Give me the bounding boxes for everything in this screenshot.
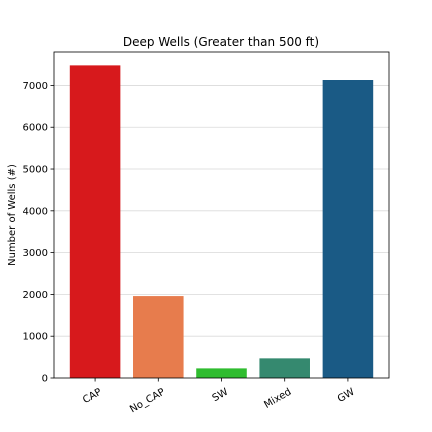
bar-gw [322, 80, 374, 378]
bar-sw [196, 368, 247, 378]
x-tick-label: CAP [81, 387, 104, 406]
x-tick-label: Mixed [262, 387, 293, 411]
y-tick-label: 7000 [23, 81, 48, 92]
bar-cap [69, 65, 121, 378]
y-tick-label: 0 [42, 374, 48, 385]
y-tick-label: 5000 [23, 165, 48, 176]
bars [69, 65, 374, 378]
chart-title: Deep Wells (Greater than 500 ft) [123, 35, 319, 49]
y-tick-label: 4000 [23, 206, 48, 217]
y-tick-label: 3000 [23, 248, 48, 259]
x-tick-label: No_CAP [128, 387, 167, 416]
bar-mixed [259, 358, 310, 378]
bar-no-cap [133, 296, 184, 378]
y-tick-label: 2000 [23, 290, 48, 301]
y-tick-label: 1000 [23, 332, 48, 343]
y-axis-ticks: 0 1000 2000 3000 4000 5000 6000 7000 [23, 81, 54, 385]
y-axis-label: Number of Wells (#) [7, 164, 18, 266]
x-tick-label: SW [211, 387, 231, 405]
y-tick-label: 6000 [23, 123, 48, 134]
x-tick-label: GW [336, 387, 357, 405]
x-axis-ticks: CAP No_CAP SW Mixed GW [81, 378, 357, 415]
